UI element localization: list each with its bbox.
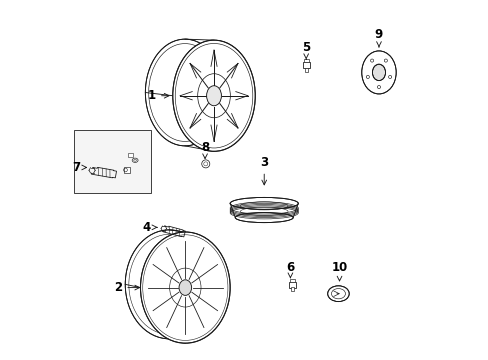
Ellipse shape xyxy=(145,39,224,146)
Text: 5: 5 xyxy=(302,41,310,59)
Ellipse shape xyxy=(140,232,230,343)
Text: 7: 7 xyxy=(72,161,86,174)
Text: 3: 3 xyxy=(260,156,268,185)
Ellipse shape xyxy=(372,64,385,81)
Ellipse shape xyxy=(172,40,255,151)
Bar xyxy=(128,153,133,157)
Text: 1: 1 xyxy=(147,89,169,102)
Bar xyxy=(289,282,296,288)
Bar xyxy=(304,68,307,72)
Bar xyxy=(303,59,308,62)
Ellipse shape xyxy=(125,230,213,339)
Bar xyxy=(124,167,130,173)
Text: 6: 6 xyxy=(285,261,294,278)
Ellipse shape xyxy=(361,51,395,94)
Circle shape xyxy=(202,160,209,168)
Ellipse shape xyxy=(206,86,221,106)
Circle shape xyxy=(370,59,373,62)
Text: 8: 8 xyxy=(201,141,209,158)
Ellipse shape xyxy=(327,286,348,302)
Text: 10: 10 xyxy=(331,261,347,281)
Circle shape xyxy=(388,75,391,78)
Bar xyxy=(290,279,295,282)
Text: 9: 9 xyxy=(374,28,382,47)
Text: 2: 2 xyxy=(114,281,139,294)
Ellipse shape xyxy=(179,280,191,295)
Bar xyxy=(302,62,309,68)
Circle shape xyxy=(377,85,380,89)
Text: 4: 4 xyxy=(142,221,157,234)
Bar xyxy=(74,130,151,193)
Circle shape xyxy=(384,59,386,62)
Bar xyxy=(291,287,294,291)
Ellipse shape xyxy=(235,212,293,222)
Ellipse shape xyxy=(230,197,298,210)
Circle shape xyxy=(366,75,368,78)
